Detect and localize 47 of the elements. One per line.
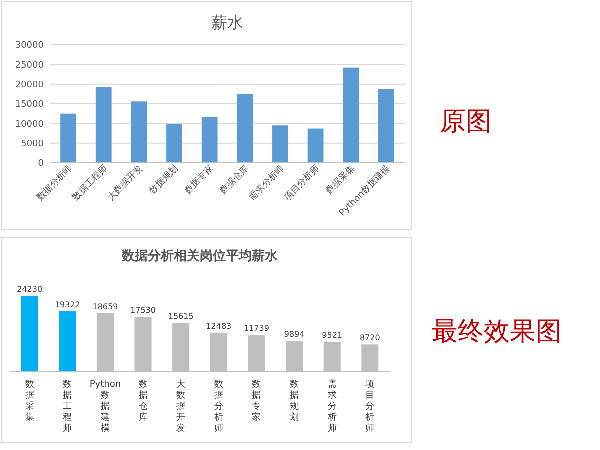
data-label: 11739	[244, 324, 270, 334]
x-tick-label: 数据工程师	[63, 379, 72, 434]
x-tick-label: 数据专家	[182, 163, 216, 197]
bar	[60, 114, 76, 163]
y-tick-label: 15000	[15, 100, 44, 110]
data-label: 12483	[206, 322, 232, 331]
text: 原图	[440, 107, 492, 137]
x-tick-label: 需求分析师	[326, 379, 337, 434]
bar	[59, 311, 76, 372]
x-tick-label: 数据专家	[252, 379, 262, 423]
y-tick-label: 10000	[15, 120, 44, 130]
x-tick-label: Python数据建模	[90, 380, 122, 434]
y-tick-label: 5000	[21, 139, 44, 150]
x-tick-label: 数据采集	[25, 379, 34, 423]
x-tick-label: 项目分析师	[282, 163, 322, 203]
x-tick-label: 项目分析师	[364, 380, 375, 434]
bar	[378, 89, 394, 163]
y-tick-label: 20000	[15, 80, 44, 90]
bar	[131, 102, 148, 163]
bar	[343, 68, 360, 163]
data-label: 9894	[284, 330, 305, 339]
data-label: 18659	[92, 302, 118, 312]
y-tick-label: 0	[38, 159, 44, 170]
bar	[96, 87, 112, 163]
bar	[21, 296, 38, 372]
data-label: 19322	[54, 300, 80, 310]
text: 最终效果图	[432, 317, 562, 347]
bar	[272, 126, 288, 163]
x-tick-label: 大数据开发	[176, 379, 186, 434]
chart-title: 数据分析相关岗位平均薪水	[121, 248, 279, 264]
chart-title: 薪水	[212, 13, 244, 32]
bar	[166, 124, 182, 163]
data-label: 9521	[322, 331, 343, 340]
x-tick-label: 数据规划	[290, 379, 300, 423]
bar	[308, 128, 324, 163]
data-label: 8720	[360, 334, 380, 343]
y-tick-label: 25000	[15, 60, 44, 71]
data-label: 24230	[17, 285, 43, 294]
bar	[202, 116, 218, 163]
data-label: 17530	[130, 306, 156, 316]
bar	[237, 94, 254, 163]
x-tick-label: 数据仓库	[138, 379, 148, 423]
y-tick-label: 30000	[15, 41, 44, 52]
x-tick-label: 数据规划	[147, 163, 181, 197]
x-tick-label: 数据分析师	[213, 379, 224, 434]
data-label: 15615	[168, 312, 194, 322]
x-tick-label: 数据采集	[324, 163, 358, 197]
